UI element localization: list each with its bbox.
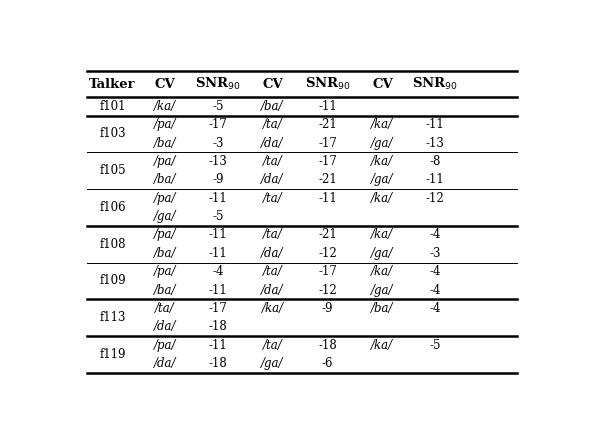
Text: -4: -4	[430, 302, 441, 315]
Text: -6: -6	[322, 357, 333, 370]
Text: -11: -11	[208, 339, 227, 352]
Text: -11: -11	[208, 192, 227, 205]
Text: -18: -18	[208, 320, 227, 333]
Text: /da/: /da/	[154, 320, 176, 333]
Text: SNR$_{90}$: SNR$_{90}$	[304, 76, 350, 92]
Text: -5: -5	[212, 210, 224, 223]
Text: f119: f119	[99, 348, 126, 361]
Text: /pa/: /pa/	[154, 155, 176, 168]
Text: -3: -3	[212, 137, 224, 150]
Text: /ga/: /ga/	[261, 357, 284, 370]
Text: /da/: /da/	[261, 247, 284, 260]
Text: -21: -21	[318, 118, 337, 131]
Text: -13: -13	[208, 155, 227, 168]
Text: f101: f101	[99, 100, 126, 113]
Text: /da/: /da/	[154, 357, 176, 370]
Text: -11: -11	[208, 284, 227, 297]
Text: f108: f108	[99, 238, 126, 251]
Text: Talker: Talker	[89, 78, 136, 91]
Text: -12: -12	[425, 192, 444, 205]
Text: /ba/: /ba/	[154, 137, 176, 150]
Text: /ta/: /ta/	[263, 192, 283, 205]
Text: -13: -13	[425, 137, 444, 150]
Text: -9: -9	[322, 302, 333, 315]
Text: /ga/: /ga/	[154, 210, 176, 223]
Text: -18: -18	[208, 357, 227, 370]
Text: -12: -12	[318, 247, 337, 260]
Text: /ga/: /ga/	[371, 173, 394, 186]
Text: -4: -4	[430, 265, 441, 278]
Text: CV: CV	[372, 78, 393, 91]
Text: -11: -11	[208, 228, 227, 242]
Text: -11: -11	[318, 192, 337, 205]
Text: SNR$_{90}$: SNR$_{90}$	[195, 76, 241, 92]
Text: SNR$_{90}$: SNR$_{90}$	[412, 76, 458, 92]
Text: -11: -11	[425, 173, 444, 186]
Text: /ka/: /ka/	[371, 339, 394, 352]
Text: /pa/: /pa/	[154, 339, 176, 352]
Text: f113: f113	[99, 311, 126, 324]
Text: /pa/: /pa/	[154, 118, 176, 131]
Text: -18: -18	[318, 339, 337, 352]
Text: -4: -4	[430, 228, 441, 242]
Text: /ta/: /ta/	[263, 155, 283, 168]
Text: /da/: /da/	[261, 137, 284, 150]
Text: -17: -17	[318, 265, 337, 278]
Text: -5: -5	[212, 100, 224, 113]
Text: /ba/: /ba/	[154, 247, 176, 260]
Text: /ka/: /ka/	[154, 100, 176, 113]
Text: -17: -17	[208, 302, 227, 315]
Text: /ga/: /ga/	[371, 284, 394, 297]
Text: f106: f106	[99, 201, 126, 214]
Text: /ka/: /ka/	[371, 155, 394, 168]
Text: -3: -3	[430, 247, 441, 260]
Text: /da/: /da/	[261, 284, 284, 297]
Text: -4: -4	[430, 284, 441, 297]
Text: -17: -17	[318, 137, 337, 150]
Text: -4: -4	[212, 265, 224, 278]
Text: -21: -21	[318, 173, 337, 186]
Text: -8: -8	[430, 155, 441, 168]
Text: /ta/: /ta/	[263, 265, 283, 278]
Text: /ga/: /ga/	[371, 137, 394, 150]
Text: /da/: /da/	[261, 173, 284, 186]
Text: /ta/: /ta/	[263, 228, 283, 242]
Text: /ta/: /ta/	[263, 339, 283, 352]
Text: /ka/: /ka/	[371, 192, 394, 205]
Text: -17: -17	[208, 118, 227, 131]
Text: /ka/: /ka/	[371, 118, 394, 131]
Text: /ba/: /ba/	[261, 100, 284, 113]
Text: -12: -12	[318, 284, 337, 297]
Text: /pa/: /pa/	[154, 228, 176, 242]
Text: CV: CV	[263, 78, 283, 91]
Text: /ka/: /ka/	[261, 302, 284, 315]
Text: /ba/: /ba/	[154, 173, 176, 186]
Text: -11: -11	[318, 100, 337, 113]
Text: f105: f105	[99, 164, 126, 177]
Text: -21: -21	[318, 228, 337, 242]
Text: /ka/: /ka/	[371, 228, 394, 242]
Text: /ba/: /ba/	[371, 302, 394, 315]
Text: f109: f109	[99, 274, 126, 287]
Text: /ba/: /ba/	[154, 284, 176, 297]
Text: /ta/: /ta/	[263, 118, 283, 131]
Text: /pa/: /pa/	[154, 192, 176, 205]
Text: -9: -9	[212, 173, 224, 186]
Text: -11: -11	[208, 247, 227, 260]
Text: /ka/: /ka/	[371, 265, 394, 278]
Text: CV: CV	[155, 78, 176, 91]
Text: -5: -5	[430, 339, 441, 352]
Text: f103: f103	[99, 127, 126, 141]
Text: /ta/: /ta/	[155, 302, 175, 315]
Text: /ga/: /ga/	[371, 247, 394, 260]
Text: -11: -11	[425, 118, 444, 131]
Text: /pa/: /pa/	[154, 265, 176, 278]
Text: -17: -17	[318, 155, 337, 168]
